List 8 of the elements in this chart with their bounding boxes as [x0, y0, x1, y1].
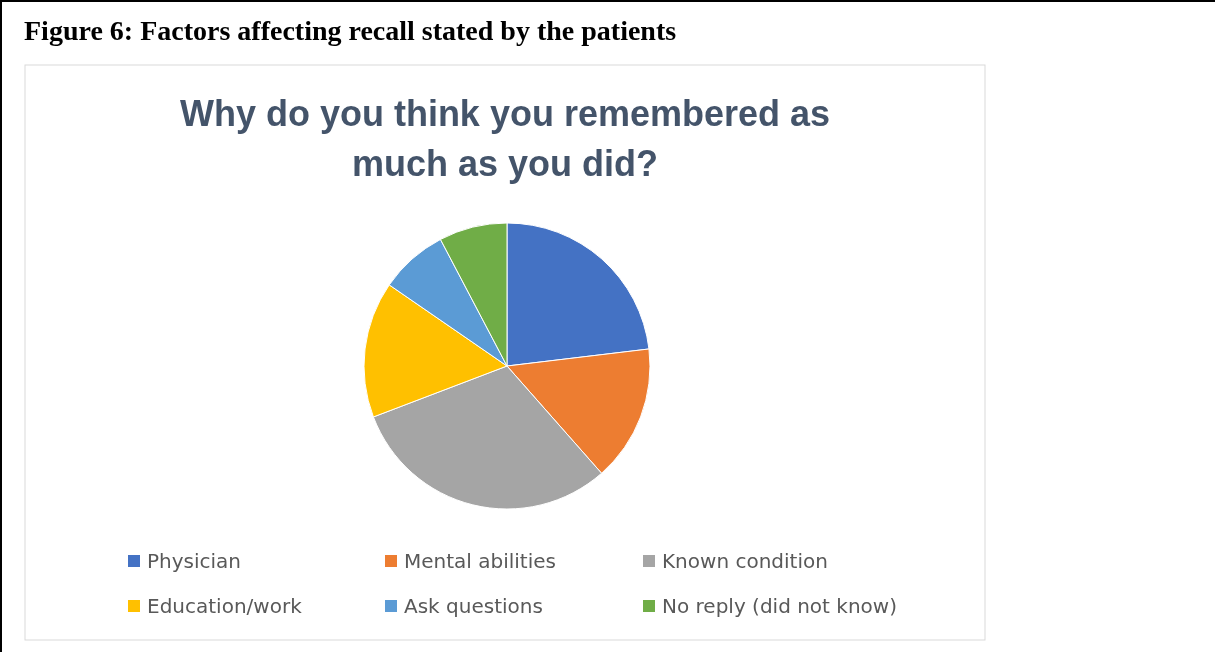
chart-title: Why do you think you remembered as much as you did? [179, 93, 831, 184]
caption: Figure 6: Factors affecting recall stated by the patients [24, 15, 677, 46]
legend-label: Education/work [147, 594, 303, 618]
legend-label: No reply (did not know) [662, 594, 897, 618]
legend-label: Mental abilities [404, 549, 556, 573]
legend-label: Ask questions [404, 594, 543, 618]
legend-label: Physician [147, 549, 242, 573]
legend-label: Known condition [662, 549, 828, 573]
